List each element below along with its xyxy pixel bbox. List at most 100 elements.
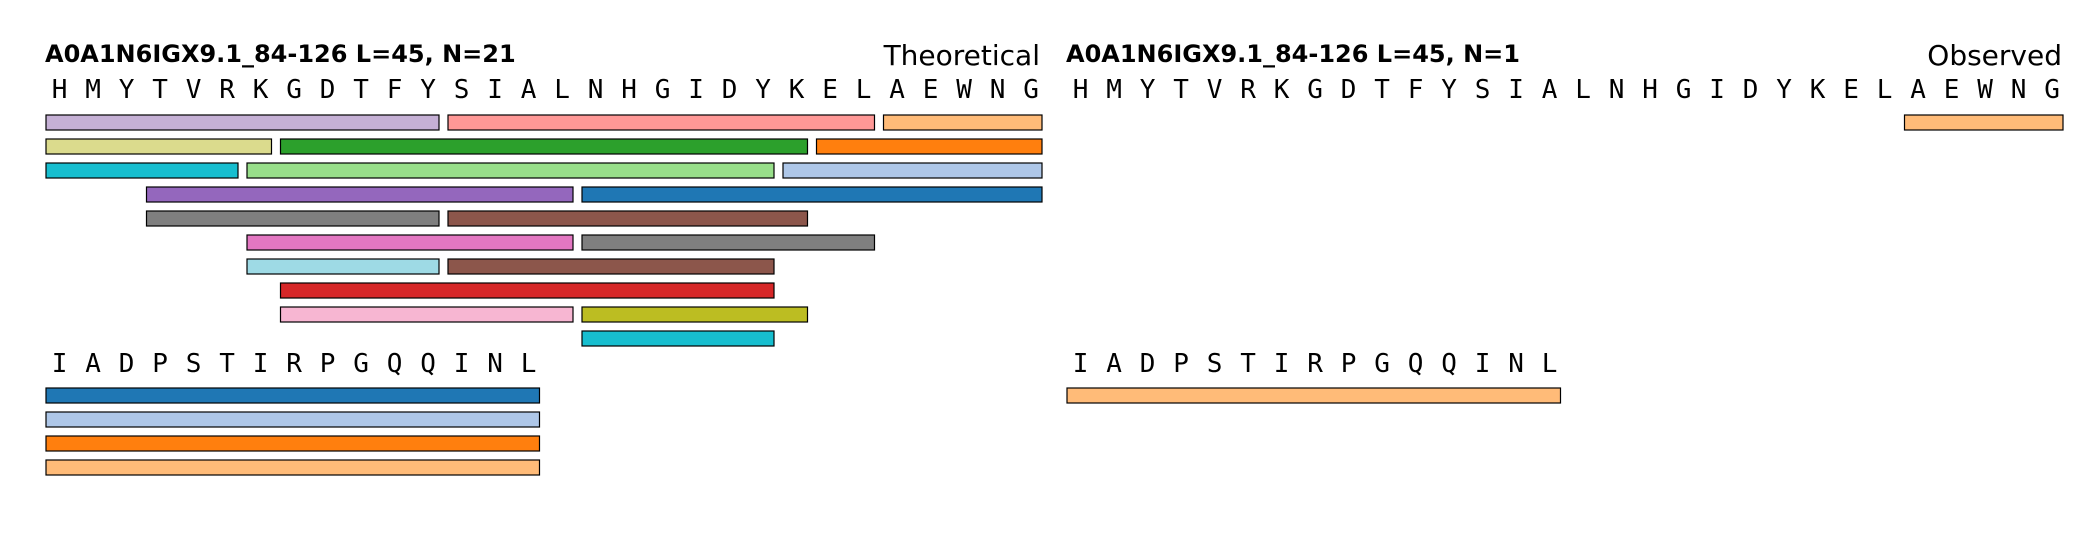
residue-letter: Y xyxy=(420,75,436,105)
residue-letter: I xyxy=(1709,75,1725,105)
residue-letter: Y xyxy=(1776,75,1792,105)
residue-letter: Y xyxy=(1441,75,1457,105)
observed-panel-title: A0A1N6IGX9.1_84-126 L=45, N=1 xyxy=(1066,40,1520,68)
residue-letter: L xyxy=(856,75,872,105)
residue-letter: I xyxy=(454,349,470,379)
residue-letter: L xyxy=(1575,75,1591,105)
residue-letter: K xyxy=(1810,75,1826,105)
residue-letter: E xyxy=(1944,75,1960,105)
peptide-bar xyxy=(882,114,1043,131)
residue-letter: H xyxy=(52,75,68,105)
peptide-bar xyxy=(447,114,876,131)
residue-letter: G xyxy=(353,349,369,379)
residue-letter: A xyxy=(1106,349,1122,379)
peptide-bar xyxy=(145,186,574,203)
residue-letter: D xyxy=(119,349,135,379)
residue-letter: Q xyxy=(1441,349,1457,379)
residue-letter: G xyxy=(655,75,671,105)
residue-letter: A xyxy=(889,75,905,105)
residue-letter: G xyxy=(286,75,302,105)
peptide-bar xyxy=(447,210,809,227)
residue-letter: N xyxy=(588,75,604,105)
residue-letter: Q xyxy=(420,349,436,379)
peptide-bar xyxy=(279,282,775,299)
theoretical-panel-mode-label: Theoretical xyxy=(883,39,1040,72)
residue-letter: S xyxy=(1475,75,1491,105)
residue-letter: I xyxy=(1475,349,1491,379)
residue-letter: K xyxy=(253,75,269,105)
residue-letter: E xyxy=(1843,75,1859,105)
peptide-bar xyxy=(45,387,541,404)
peptide-bar xyxy=(1066,387,1562,404)
residue-letter: R xyxy=(286,349,302,379)
residue-letter: I xyxy=(688,75,704,105)
peptide-bar xyxy=(782,162,1043,179)
peptide-bar xyxy=(45,114,440,131)
residue-letter: W xyxy=(956,75,972,105)
residue-letter: K xyxy=(1274,75,1290,105)
peptide-bar xyxy=(1903,114,2064,131)
residue-letter: D xyxy=(1140,349,1156,379)
residue-letter: G xyxy=(1374,349,1390,379)
residue-letter: F xyxy=(1408,75,1424,105)
peptide-bar xyxy=(581,330,775,347)
residue-letter: H xyxy=(1642,75,1658,105)
residue-letter: E xyxy=(923,75,939,105)
residue-letter: R xyxy=(219,75,235,105)
peptide-bar xyxy=(279,138,809,155)
residue-letter: P xyxy=(1341,349,1357,379)
observed-panel: A0A1N6IGX9.1_84-126 L=45, N=1 Observed H… xyxy=(1066,39,2064,404)
residue-letter: N xyxy=(487,349,503,379)
residue-letter: Y xyxy=(755,75,771,105)
residue-letter: G xyxy=(1676,75,1692,105)
residue-letter: I xyxy=(1073,349,1089,379)
residue-letter: T xyxy=(1240,349,1256,379)
residue-letter: P xyxy=(152,349,168,379)
peptide-bar xyxy=(45,138,273,155)
peptide-bar xyxy=(246,234,574,251)
residue-letter: L xyxy=(554,75,570,105)
residue-letter: Q xyxy=(387,349,403,379)
residue-letter: A xyxy=(1910,75,1926,105)
peptide-bar xyxy=(447,258,775,275)
peptide-bar xyxy=(581,186,1043,203)
peptide-bar xyxy=(246,258,440,275)
residue-letter: L xyxy=(1877,75,1893,105)
residue-letter: K xyxy=(789,75,805,105)
residue-letter: P xyxy=(320,349,336,379)
residue-letter: N xyxy=(2011,75,2027,105)
residue-letter: D xyxy=(1743,75,1759,105)
residue-letter: R xyxy=(1307,349,1323,379)
residue-letter: A xyxy=(521,75,537,105)
residue-letter: T xyxy=(1173,75,1189,105)
residue-letter: T xyxy=(219,349,235,379)
residue-letter: S xyxy=(454,75,470,105)
residue-letter: L xyxy=(521,349,537,379)
residue-letter: S xyxy=(1207,349,1223,379)
residue-letter: D xyxy=(1341,75,1357,105)
residue-letter: A xyxy=(1542,75,1558,105)
observed-panel-mode-label: Observed xyxy=(1927,39,2062,72)
peptide-bar xyxy=(246,162,775,179)
residue-letter: T xyxy=(353,75,369,105)
residue-letter: I xyxy=(52,349,68,379)
residue-letter: E xyxy=(822,75,838,105)
residue-letter: S xyxy=(186,349,202,379)
residue-letter: A xyxy=(85,349,101,379)
residue-letter: G xyxy=(2044,75,2060,105)
residue-letter: G xyxy=(1023,75,1039,105)
peptide-bar xyxy=(45,459,541,476)
residue-letter: N xyxy=(990,75,1006,105)
residue-letter: T xyxy=(1374,75,1390,105)
residue-letter: I xyxy=(487,75,503,105)
residue-letter: Y xyxy=(119,75,135,105)
residue-letter: P xyxy=(1173,349,1189,379)
residue-letter: I xyxy=(253,349,269,379)
peptide-bar xyxy=(581,234,876,251)
residue-letter: M xyxy=(85,75,101,105)
residue-letter: N xyxy=(1508,349,1524,379)
peptide-bar xyxy=(581,306,809,323)
residue-letter: L xyxy=(1542,349,1558,379)
residue-letter: I xyxy=(1508,75,1524,105)
